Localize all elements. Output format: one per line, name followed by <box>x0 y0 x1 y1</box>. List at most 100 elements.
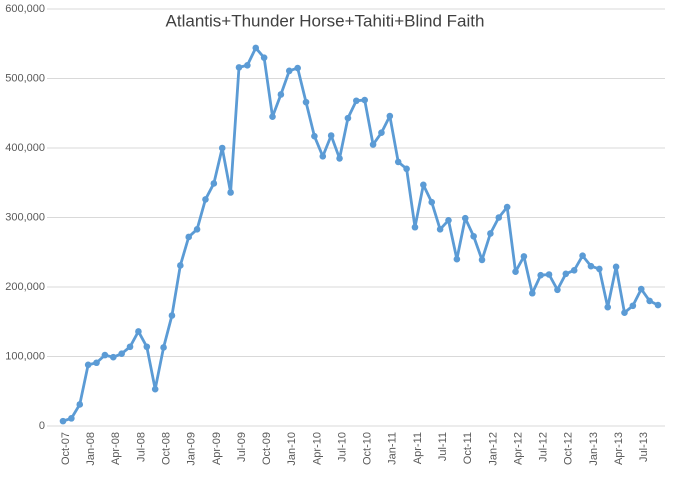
x-tick-label: Oct-09 <box>261 432 273 465</box>
data-point <box>495 214 503 221</box>
x-tick-label: Jul-11 <box>437 432 449 461</box>
data-point <box>512 268 519 276</box>
y-tick-label: 200,000 <box>5 281 45 293</box>
y-tick-label: 600,000 <box>5 3 45 15</box>
x-tick-label: Jul-08 <box>135 432 147 462</box>
data-point <box>386 112 394 120</box>
y-tick-label: 300,000 <box>5 211 45 223</box>
x-tick-label: Oct-11 <box>462 432 474 464</box>
data-point <box>403 165 410 173</box>
data-point <box>319 153 327 160</box>
data-point <box>545 271 553 278</box>
data-point <box>84 361 92 369</box>
x-tick-label: Jan-11 <box>387 432 399 465</box>
data-point <box>654 301 662 309</box>
data-point <box>612 263 620 271</box>
data-point <box>76 401 84 408</box>
x-tick-label: Oct-08 <box>160 432 172 465</box>
data-point <box>596 265 603 273</box>
data-point <box>436 226 444 233</box>
data-point <box>445 216 452 224</box>
data-point <box>570 267 578 274</box>
data-point <box>277 91 285 98</box>
data-point <box>353 97 360 105</box>
data-point <box>168 312 176 319</box>
data-point <box>218 144 226 152</box>
x-tick-label: Jan-10 <box>286 432 298 466</box>
data-point <box>311 132 318 140</box>
data-point <box>344 114 352 122</box>
data-point <box>160 344 167 351</box>
data-point <box>478 256 486 264</box>
data-point <box>68 415 75 422</box>
data-point <box>227 189 234 196</box>
x-tick-label: Oct-10 <box>362 432 374 465</box>
data-point <box>629 302 637 310</box>
data-point <box>394 158 402 166</box>
data-point <box>285 67 293 75</box>
data-point <box>177 262 184 269</box>
data-point <box>621 309 628 317</box>
data-point <box>185 233 193 241</box>
data-point <box>369 141 377 148</box>
data-point <box>269 113 276 121</box>
data-point <box>361 96 368 104</box>
data-point <box>428 198 436 206</box>
x-tick-label: Jan-12 <box>487 432 499 466</box>
y-tick-label: 0 <box>39 420 45 432</box>
y-tick-label: 400,000 <box>5 142 45 154</box>
data-point <box>93 359 100 367</box>
data-point <box>210 180 218 187</box>
data-point <box>327 132 335 139</box>
x-tick-label: Jan-08 <box>85 432 97 466</box>
x-tick-label: Apr-11 <box>412 432 424 464</box>
x-tick-label: Jul-09 <box>236 432 248 462</box>
data-point <box>235 64 243 71</box>
data-point <box>101 351 109 359</box>
data-point <box>562 270 570 278</box>
x-tick-label: Jul-10 <box>336 432 348 462</box>
data-point <box>260 54 268 61</box>
data-point <box>336 155 343 162</box>
data-point <box>461 214 469 222</box>
chart-title: Atlantis+Thunder Horse+Tahiti+Blind Fait… <box>166 11 485 30</box>
y-tick-label: 500,000 <box>5 72 45 84</box>
x-tick-label: Jan-09 <box>186 432 198 466</box>
data-point <box>554 286 561 294</box>
data-point <box>453 255 461 263</box>
x-tick-label: Apr-13 <box>613 432 625 465</box>
data-point <box>503 203 511 211</box>
x-tick-label: Jul-13 <box>638 432 650 462</box>
x-tick-label: Apr-10 <box>311 432 323 465</box>
x-tick-label: Apr-08 <box>110 432 122 465</box>
data-point <box>202 196 209 203</box>
data-point <box>420 181 427 189</box>
data-point <box>109 353 117 361</box>
data-point <box>244 61 251 69</box>
data-point <box>118 350 125 358</box>
x-tick-label: Apr-09 <box>211 432 223 465</box>
data-point <box>646 297 653 305</box>
data-point <box>411 223 419 231</box>
data-point <box>126 343 134 351</box>
data-point <box>135 328 142 335</box>
y-tick-label: 100,000 <box>5 350 45 362</box>
data-point <box>637 285 645 293</box>
data-point <box>528 289 536 297</box>
data-point <box>470 232 477 240</box>
data-point <box>487 230 494 237</box>
x-tick-label: Apr-12 <box>512 432 524 465</box>
data-point <box>143 343 151 351</box>
data-point <box>193 226 201 233</box>
data-point <box>151 385 159 393</box>
data-point <box>537 271 544 279</box>
data-point <box>604 303 612 311</box>
data-point <box>378 129 385 137</box>
series-line <box>62 46 659 423</box>
x-tick-label: Oct-07 <box>60 432 72 465</box>
data-point <box>252 44 260 52</box>
x-tick-label: Oct-12 <box>563 432 575 465</box>
data-point <box>579 252 586 260</box>
